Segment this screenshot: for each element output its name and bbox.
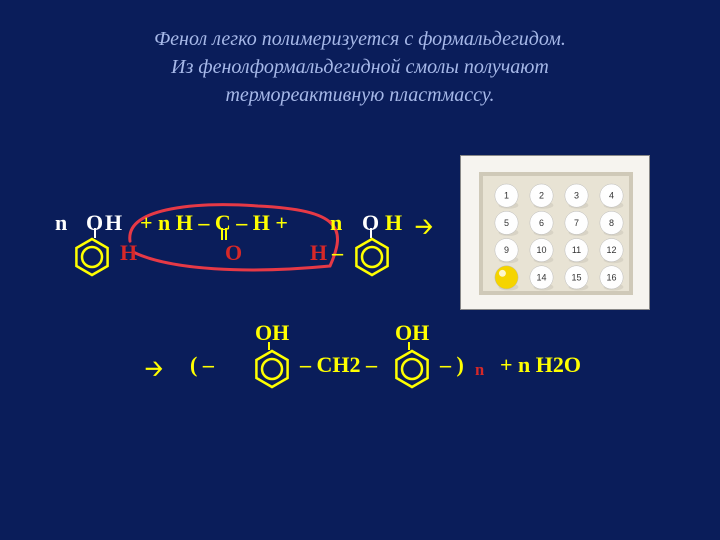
- svg-text:8: 8: [609, 218, 614, 228]
- svg-text:12: 12: [606, 245, 616, 255]
- svg-text:6: 6: [539, 218, 544, 228]
- billiard-balls-image: 123456789101112141516: [460, 155, 650, 310]
- title-line-3: термореактивную пластмассу.: [0, 81, 720, 109]
- svg-text:5: 5: [504, 218, 509, 228]
- svg-text:15: 15: [571, 272, 581, 282]
- svg-text:7: 7: [574, 218, 579, 228]
- benzene-ring-icon: [350, 235, 394, 279]
- svg-text:16: 16: [606, 272, 616, 282]
- svg-text:2: 2: [539, 191, 544, 201]
- svg-text:10: 10: [536, 245, 546, 255]
- svg-text:14: 14: [536, 272, 546, 282]
- svg-text:11: 11: [572, 245, 581, 255]
- slide-title: Фенол легко полимеризуется с формальдеги…: [0, 25, 720, 109]
- svg-text:1: 1: [504, 191, 509, 201]
- svg-text:4: 4: [609, 191, 614, 201]
- svg-text:9: 9: [504, 245, 509, 255]
- highlight-annotation: [115, 196, 355, 280]
- title-line-1: Фенол легко полимеризуется с формальдеги…: [0, 25, 720, 53]
- title-line-2: Из фенолформальдегидной смолы получают: [0, 53, 720, 81]
- benzene-ring-icon: [250, 347, 294, 391]
- svg-text:3: 3: [574, 191, 579, 201]
- benzene-ring-icon: [390, 347, 434, 391]
- benzene-ring-icon: [70, 235, 114, 279]
